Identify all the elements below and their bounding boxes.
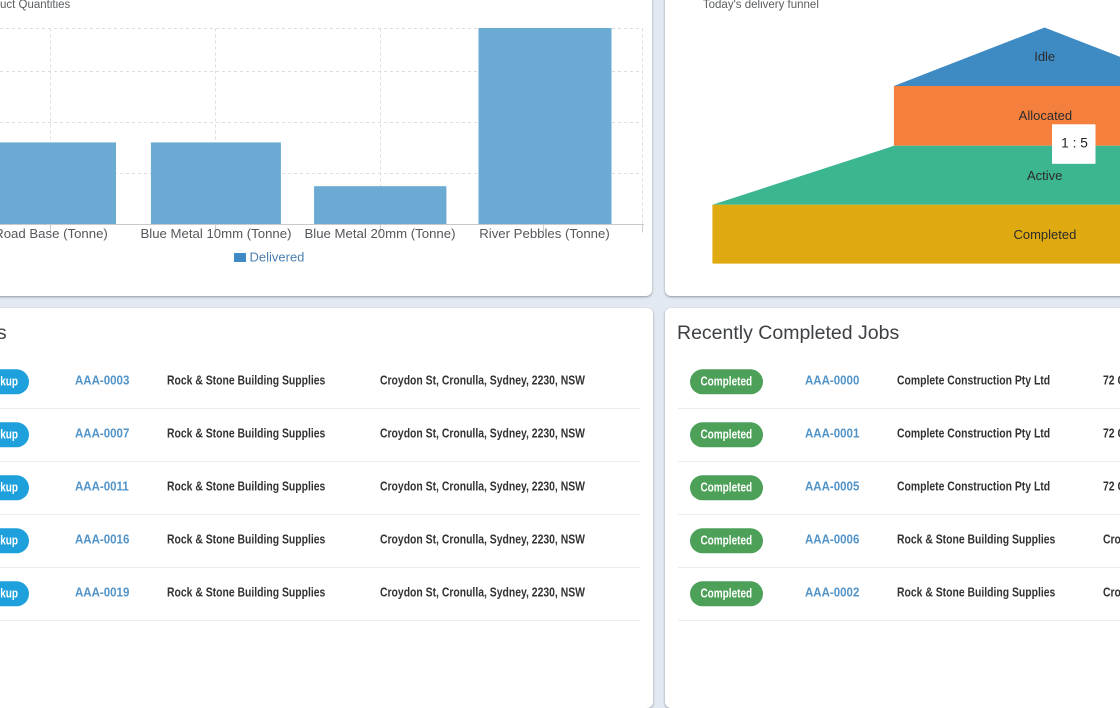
svg-text:Delivered: Delivered: [250, 250, 305, 265]
svg-text:Allocated: Allocated: [1018, 108, 1071, 123]
svg-text:Completed: Completed: [1013, 227, 1076, 242]
svg-text:Road Base (Tonne): Road Base (Tonne): [0, 226, 108, 241]
svg-text:Blue Metal 10mm (Tonne): Blue Metal 10mm (Tonne): [141, 226, 292, 241]
svg-text:Blue Metal 20mm (Tonne): Blue Metal 20mm (Tonne): [305, 226, 456, 241]
svg-text:Idle: Idle: [1034, 49, 1055, 64]
svg-text:1 : 5: 1 : 5: [1061, 136, 1088, 151]
svg-text:Active: Active: [1026, 168, 1061, 183]
svg-text:River Pebbles (Tonne): River Pebbles (Tonne): [479, 226, 609, 241]
